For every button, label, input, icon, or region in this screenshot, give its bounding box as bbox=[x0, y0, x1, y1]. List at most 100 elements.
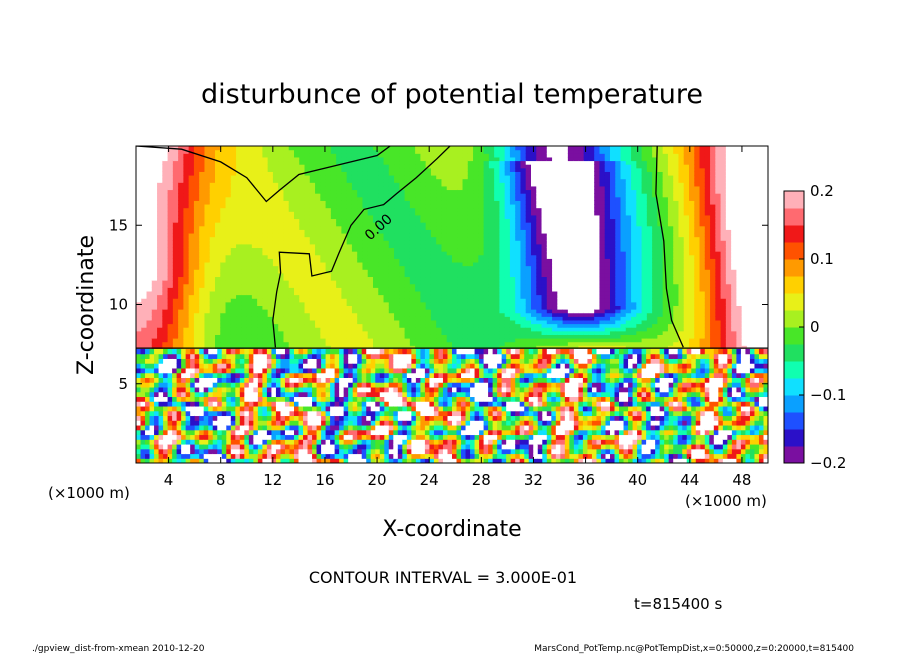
field-cell bbox=[378, 189, 385, 194]
field-cell bbox=[341, 174, 348, 180]
field-cell bbox=[283, 203, 290, 209]
field-cell bbox=[167, 203, 174, 209]
field-cell bbox=[383, 240, 390, 245]
field-cell bbox=[409, 330, 416, 335]
field-cell bbox=[457, 243, 464, 249]
field-cell bbox=[367, 240, 374, 245]
field-cell bbox=[146, 214, 153, 220]
field-cell bbox=[325, 153, 332, 158]
field-cell bbox=[246, 283, 253, 288]
field-cell bbox=[488, 174, 495, 180]
field-cell bbox=[567, 196, 574, 201]
field-cell bbox=[183, 334, 190, 339]
field-cell bbox=[288, 211, 295, 216]
field-cell bbox=[546, 225, 553, 230]
field-cell bbox=[257, 287, 263, 292]
field-cell bbox=[509, 290, 516, 296]
field-cell bbox=[436, 301, 443, 306]
field-cell bbox=[262, 200, 269, 205]
field-cell bbox=[346, 232, 353, 238]
field-cell bbox=[488, 305, 495, 310]
field-cell bbox=[330, 182, 337, 187]
field-cell bbox=[546, 247, 553, 252]
field-cell bbox=[599, 185, 606, 191]
field-cell bbox=[583, 164, 590, 169]
field-cell bbox=[494, 156, 500, 162]
field-cell bbox=[394, 211, 400, 216]
field-cell bbox=[257, 156, 263, 162]
field-cell bbox=[320, 182, 327, 187]
field-cell bbox=[409, 301, 416, 306]
field-cell bbox=[162, 327, 169, 332]
field-cell bbox=[504, 174, 511, 180]
field-cell bbox=[520, 218, 527, 223]
field-cell bbox=[546, 160, 553, 165]
field-cell bbox=[478, 211, 485, 216]
field-cell bbox=[541, 247, 548, 252]
field-cell bbox=[346, 189, 353, 194]
field-cell bbox=[141, 330, 148, 335]
field-cell bbox=[536, 211, 543, 216]
field-cell bbox=[272, 327, 279, 332]
field-cell bbox=[499, 298, 506, 303]
field-cell bbox=[136, 258, 142, 263]
field-cell bbox=[283, 149, 290, 154]
field-cell bbox=[220, 323, 227, 328]
field-cell bbox=[599, 272, 606, 278]
field-cell bbox=[304, 276, 311, 281]
field-cell bbox=[357, 171, 364, 176]
field-cell bbox=[588, 193, 595, 198]
field-cell bbox=[515, 290, 522, 296]
field-cell bbox=[525, 196, 532, 201]
field-cell bbox=[509, 247, 516, 252]
field-cell bbox=[531, 214, 537, 220]
field-cell bbox=[525, 334, 532, 339]
field-cell bbox=[362, 182, 369, 187]
field-cell bbox=[483, 218, 490, 223]
field-cell bbox=[420, 167, 427, 172]
field-cell bbox=[509, 189, 516, 194]
field-cell bbox=[315, 341, 321, 346]
field-cell bbox=[525, 214, 532, 220]
field-cell bbox=[309, 240, 316, 245]
field-cell bbox=[409, 258, 416, 263]
field-cell bbox=[599, 236, 606, 241]
field-cell bbox=[378, 276, 385, 281]
field-cell bbox=[220, 178, 227, 183]
field-cell bbox=[330, 319, 337, 325]
field-cell bbox=[341, 294, 348, 299]
field-cell bbox=[409, 240, 416, 245]
field-cell bbox=[330, 146, 337, 151]
field-cell bbox=[283, 319, 290, 325]
field-cell bbox=[230, 251, 237, 256]
field-cell bbox=[452, 232, 458, 238]
field-cell bbox=[441, 330, 448, 335]
field-cell bbox=[452, 327, 458, 332]
field-cell bbox=[215, 276, 221, 281]
field-cell bbox=[504, 164, 511, 169]
field-cell bbox=[394, 316, 400, 321]
field-cell bbox=[473, 232, 479, 238]
field-cell bbox=[230, 203, 237, 209]
field-cell bbox=[525, 232, 532, 238]
field-cell bbox=[193, 222, 200, 227]
field-cell bbox=[330, 301, 337, 306]
field-cell bbox=[515, 247, 522, 252]
field-cell bbox=[241, 251, 248, 256]
field-cell bbox=[146, 225, 153, 230]
field-cell bbox=[230, 272, 237, 278]
field-cell bbox=[588, 149, 595, 154]
field-cell bbox=[567, 243, 574, 249]
field-cell bbox=[346, 200, 353, 205]
field-cell bbox=[167, 164, 174, 169]
field-cell bbox=[341, 171, 348, 176]
field-cell bbox=[336, 290, 342, 296]
field-cell bbox=[483, 338, 490, 343]
field-cell bbox=[388, 265, 395, 270]
field-cell bbox=[404, 236, 411, 241]
field-cell bbox=[388, 298, 395, 303]
field-cell bbox=[157, 301, 163, 306]
field-cell bbox=[209, 334, 216, 339]
field-cell bbox=[278, 214, 285, 220]
field-cell bbox=[183, 276, 190, 281]
